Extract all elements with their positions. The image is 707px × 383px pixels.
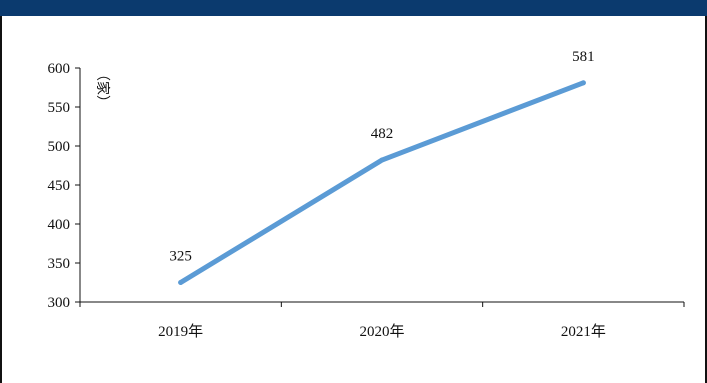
data-point (580, 80, 586, 86)
y-tick-label: 350 (48, 256, 71, 272)
data-label: 482 (371, 126, 394, 142)
y-tick-label: 550 (48, 100, 71, 116)
x-tick-label: 2019年 (158, 323, 203, 340)
y-tick-label: 450 (48, 178, 71, 194)
x-axis: 2019年 2020年 2021年 (79, 301, 685, 340)
data-point (379, 157, 385, 163)
left-frame-border (0, 16, 2, 383)
right-frame-border (705, 16, 707, 383)
series-line (178, 80, 586, 285)
y-axis: 300 350 400 450 500 550 600 (48, 61, 81, 311)
y-tick-label: 600 (48, 61, 71, 77)
y-tick-label: 400 (48, 217, 71, 233)
data-label: 325 (169, 249, 192, 265)
header-bar (0, 0, 707, 16)
y-tick-label: 300 (48, 295, 71, 311)
series (178, 80, 586, 285)
data-labels: 325 482 581 (169, 49, 594, 265)
data-point (178, 280, 184, 285)
x-tick-label: 2021年 (561, 323, 606, 340)
y-axis-unit-label: （家） (94, 67, 111, 109)
data-label: 581 (572, 49, 595, 65)
x-tick-label: 2020年 (359, 323, 404, 340)
y-tick-label: 500 (48, 139, 71, 155)
